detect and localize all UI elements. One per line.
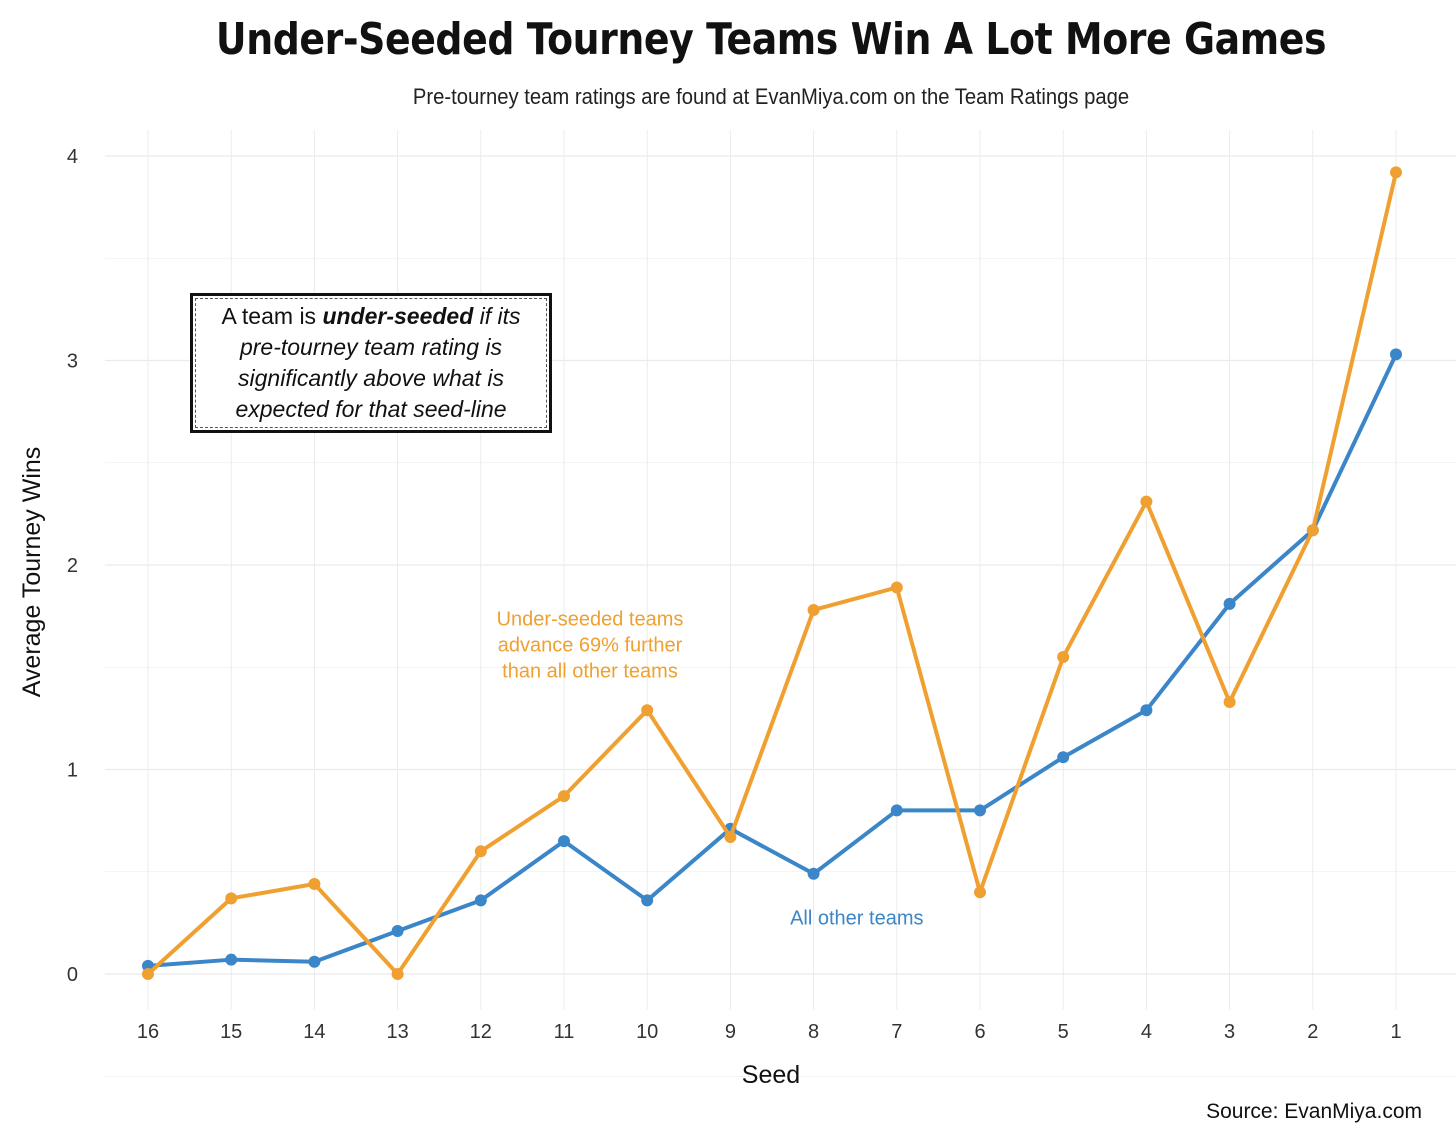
x-tick-label: 14 [303, 1021, 325, 1043]
data-point-all-other [1057, 751, 1070, 764]
data-point-under-seeded [558, 790, 570, 803]
series-line-all-other [146, 352, 1398, 968]
x-axis-ticks: 16 15 14 13 12 11 10 9 8 7 6 5 4 3 2 1 [137, 1021, 1402, 1043]
data-point-all-other [807, 867, 820, 880]
data-point-all-other [1140, 704, 1153, 717]
data-point-under-seeded [142, 968, 154, 980]
data-point-under-seeded [1140, 495, 1153, 508]
data-point-under-seeded [225, 892, 238, 905]
data-point-all-other [225, 953, 238, 966]
data-point-all-other [890, 804, 903, 817]
data-point-all-other [641, 894, 654, 907]
y-tick-label: 2 [67, 555, 78, 577]
y-tick-label: 4 [67, 146, 78, 168]
x-tick-label: 16 [137, 1021, 159, 1043]
x-tick-label: 3 [1224, 1021, 1235, 1043]
grid [105, 130, 1456, 1077]
annotations: Under-seeded teams advance 69% further tha… [497, 608, 924, 929]
annotation-under-seeded: than all other teams [502, 660, 678, 682]
x-tick-label: 6 [974, 1021, 985, 1043]
data-point-under-seeded [1057, 651, 1070, 664]
x-tick-label: 8 [808, 1021, 819, 1043]
under-seeded-definition-note: A team is under-seeded if its pre-tourne… [190, 293, 552, 433]
data-point-all-other [308, 955, 321, 968]
source-caption: Source: EvanMiya.com [1206, 1100, 1422, 1123]
note-rest: if its pre-tourney team rating is signif… [235, 303, 521, 422]
data-point-under-seeded [391, 968, 404, 980]
note-emphasis: under-seeded [322, 303, 474, 329]
data-point-under-seeded [807, 603, 820, 616]
data-point-under-seeded [1223, 696, 1236, 709]
x-tick-label: 12 [470, 1021, 492, 1043]
series-line-under-seeded [146, 170, 1398, 976]
x-tick-label: 10 [636, 1021, 658, 1043]
data-point-under-seeded [308, 878, 321, 891]
data-point-under-seeded [641, 704, 654, 717]
x-tick-label: 2 [1307, 1021, 1318, 1043]
data-point-under-seeded [724, 830, 737, 843]
series-layer [142, 166, 1402, 980]
x-tick-label: 1 [1390, 1021, 1401, 1043]
annotation-all-other: All other teams [790, 908, 923, 930]
x-tick-label: 11 [554, 1021, 575, 1043]
x-tick-label: 15 [220, 1021, 242, 1043]
chart-title: Under-Seeded Tourney Teams Win A Lot Mor… [215, 14, 1327, 65]
note-lead: A team is [221, 303, 323, 329]
data-point-all-other [474, 894, 487, 907]
data-point-all-other [1390, 348, 1402, 361]
data-point-all-other [1223, 597, 1236, 610]
data-point-all-other [974, 804, 986, 817]
y-tick-label: 3 [67, 351, 78, 373]
x-tick-label: 7 [891, 1021, 902, 1043]
y-tick-label: 1 [67, 760, 78, 782]
data-point-under-seeded [890, 581, 903, 594]
data-point-all-other [558, 835, 570, 848]
y-axis-ticks: 0 1 2 3 4 [67, 146, 78, 986]
annotation-under-seeded: Under-seeded teams [497, 608, 684, 630]
x-tick-label: 4 [1141, 1021, 1152, 1043]
y-axis-label: Average Tourney Wins [18, 447, 46, 698]
x-axis-label: Seed [742, 1061, 800, 1089]
y-tick-label: 0 [67, 964, 78, 986]
data-point-all-other [391, 925, 404, 938]
data-point-under-seeded [1306, 524, 1319, 537]
data-point-under-seeded [1390, 166, 1402, 179]
chart-subtitle: Pre-tourney team ratings are found at Ev… [412, 84, 1130, 109]
data-point-under-seeded [474, 845, 487, 858]
data-point-under-seeded [974, 886, 986, 899]
x-tick-label: 5 [1058, 1021, 1069, 1043]
annotation-under-seeded: advance 69% further [498, 634, 683, 656]
x-tick-label: 13 [386, 1021, 408, 1043]
x-tick-label: 9 [725, 1021, 736, 1043]
